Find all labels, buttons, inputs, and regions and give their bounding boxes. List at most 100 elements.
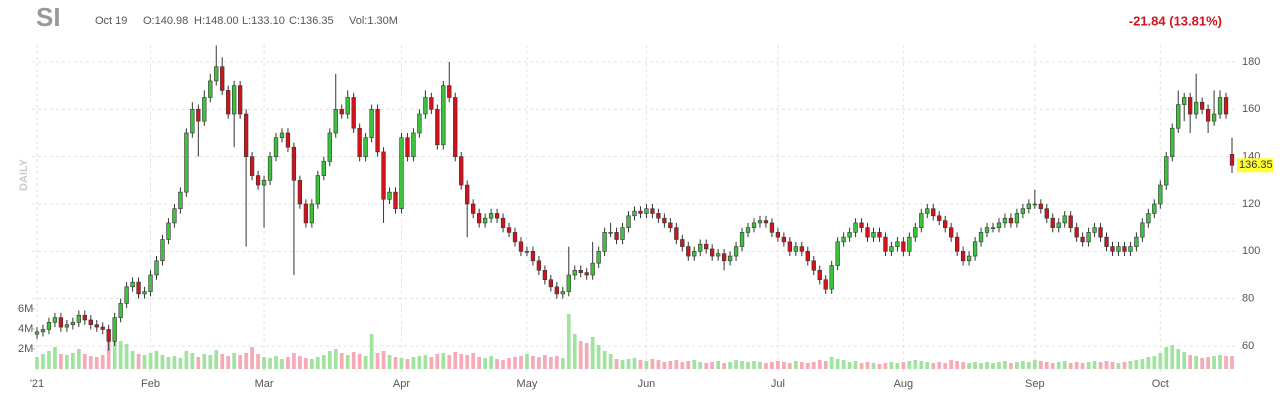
- volume-bar: [572, 334, 577, 369]
- volume-bar: [584, 343, 589, 369]
- volume-bar: [662, 362, 667, 369]
- candle-body: [572, 269, 577, 276]
- volume-bar: [477, 357, 482, 369]
- volume-bar: [1110, 362, 1115, 369]
- volume-bar: [154, 351, 159, 369]
- candle-body: [530, 251, 536, 262]
- volume-bar: [184, 351, 189, 369]
- volume-bar: [417, 356, 422, 369]
- volume-bar: [453, 352, 458, 369]
- candle-body: [578, 269, 583, 273]
- candle-body: [1008, 217, 1014, 224]
- candle-body: [1056, 222, 1061, 228]
- volume-bar: [1182, 352, 1187, 369]
- candle-body: [1223, 97, 1229, 115]
- candle-body: [351, 97, 356, 129]
- volume-bar: [304, 358, 308, 369]
- candle-body: [500, 217, 506, 228]
- candle-body: [692, 251, 697, 257]
- volume-bar: [1122, 362, 1127, 369]
- volume-bar: [925, 362, 930, 369]
- volume-bar: [65, 355, 69, 369]
- volume-bar: [686, 361, 691, 369]
- close: C:136.35: [289, 15, 334, 27]
- volume-bar: [238, 355, 243, 369]
- volume-bar: [895, 363, 900, 369]
- candle-body: [1182, 97, 1187, 105]
- volume-bar: [1188, 355, 1193, 369]
- candle-body: [972, 241, 978, 257]
- volume-tick-label: 4M: [18, 323, 33, 335]
- volume-bar: [399, 358, 404, 369]
- volume-bar: [387, 355, 392, 369]
- volume-bar: [411, 357, 416, 369]
- candle-body: [1080, 236, 1085, 243]
- candle-body: [1152, 203, 1157, 214]
- volume-bar: [100, 355, 105, 369]
- candle-body: [907, 236, 912, 252]
- volume-bar: [298, 356, 302, 369]
- candle-body: [255, 175, 261, 186]
- candle-body: [1158, 184, 1163, 205]
- candle-body: [662, 217, 667, 224]
- volume-bar: [1176, 349, 1181, 369]
- candle-body: [1104, 236, 1109, 247]
- candle-body: [721, 253, 727, 262]
- volume-bar: [59, 354, 63, 369]
- date: Oct 19: [95, 15, 127, 27]
- candle-body: [704, 243, 709, 250]
- candle-body: [488, 213, 494, 219]
- volume-bar: [112, 339, 117, 369]
- volume-bar: [949, 360, 954, 369]
- candle-body: [614, 232, 619, 240]
- candle-body: [1062, 215, 1067, 224]
- volume-bar: [823, 361, 828, 369]
- x-tick-label: Jun: [638, 378, 656, 390]
- volume-bar: [674, 360, 679, 369]
- volume-bar: [495, 359, 499, 369]
- volume-bar: [1032, 360, 1037, 369]
- volume-bar: [1080, 363, 1085, 369]
- volume-bar: [847, 362, 852, 369]
- volume-bar: [1224, 356, 1228, 369]
- candle-body: [775, 232, 781, 238]
- volume-bar: [1021, 361, 1025, 369]
- candle-body: [166, 222, 171, 240]
- candle-body: [560, 291, 565, 295]
- candle-body: [823, 279, 828, 290]
- candle-body: [64, 324, 70, 328]
- volume-bar: [907, 361, 912, 369]
- volume-bar: [901, 362, 906, 369]
- volume-bar: [596, 345, 601, 369]
- candle-body: [1038, 203, 1043, 210]
- volume-bar: [716, 361, 721, 369]
- volume-bar: [35, 357, 39, 369]
- volume-bar: [351, 352, 356, 369]
- volume-bar: [841, 360, 846, 369]
- volume-bar: [548, 357, 553, 369]
- volume-bar: [991, 363, 995, 369]
- volume-bar: [931, 363, 936, 369]
- candle-body: [1110, 246, 1115, 252]
- candle-body: [136, 281, 141, 295]
- volume-bar: [710, 362, 715, 369]
- volume-bar: [124, 344, 129, 369]
- volume-bar: [262, 357, 266, 369]
- volume-bar: [357, 354, 362, 369]
- candle-body: [297, 180, 303, 205]
- volume-bar: [315, 357, 320, 369]
- volume-bar: [793, 361, 798, 369]
- candle-body: [506, 227, 512, 233]
- candle-body: [518, 241, 524, 252]
- volume-bar: [309, 359, 314, 369]
- candle-body: [453, 97, 458, 157]
- x-tick-label: Jul: [771, 378, 785, 390]
- volume-bar: [554, 356, 559, 369]
- candle-body: [1074, 227, 1079, 238]
- candle-body: [393, 191, 398, 210]
- candle-body: [476, 213, 482, 224]
- volume-bar: [967, 363, 971, 369]
- volume-bar: [1158, 353, 1163, 369]
- candle-body: [303, 203, 309, 224]
- candle-body: [781, 236, 787, 243]
